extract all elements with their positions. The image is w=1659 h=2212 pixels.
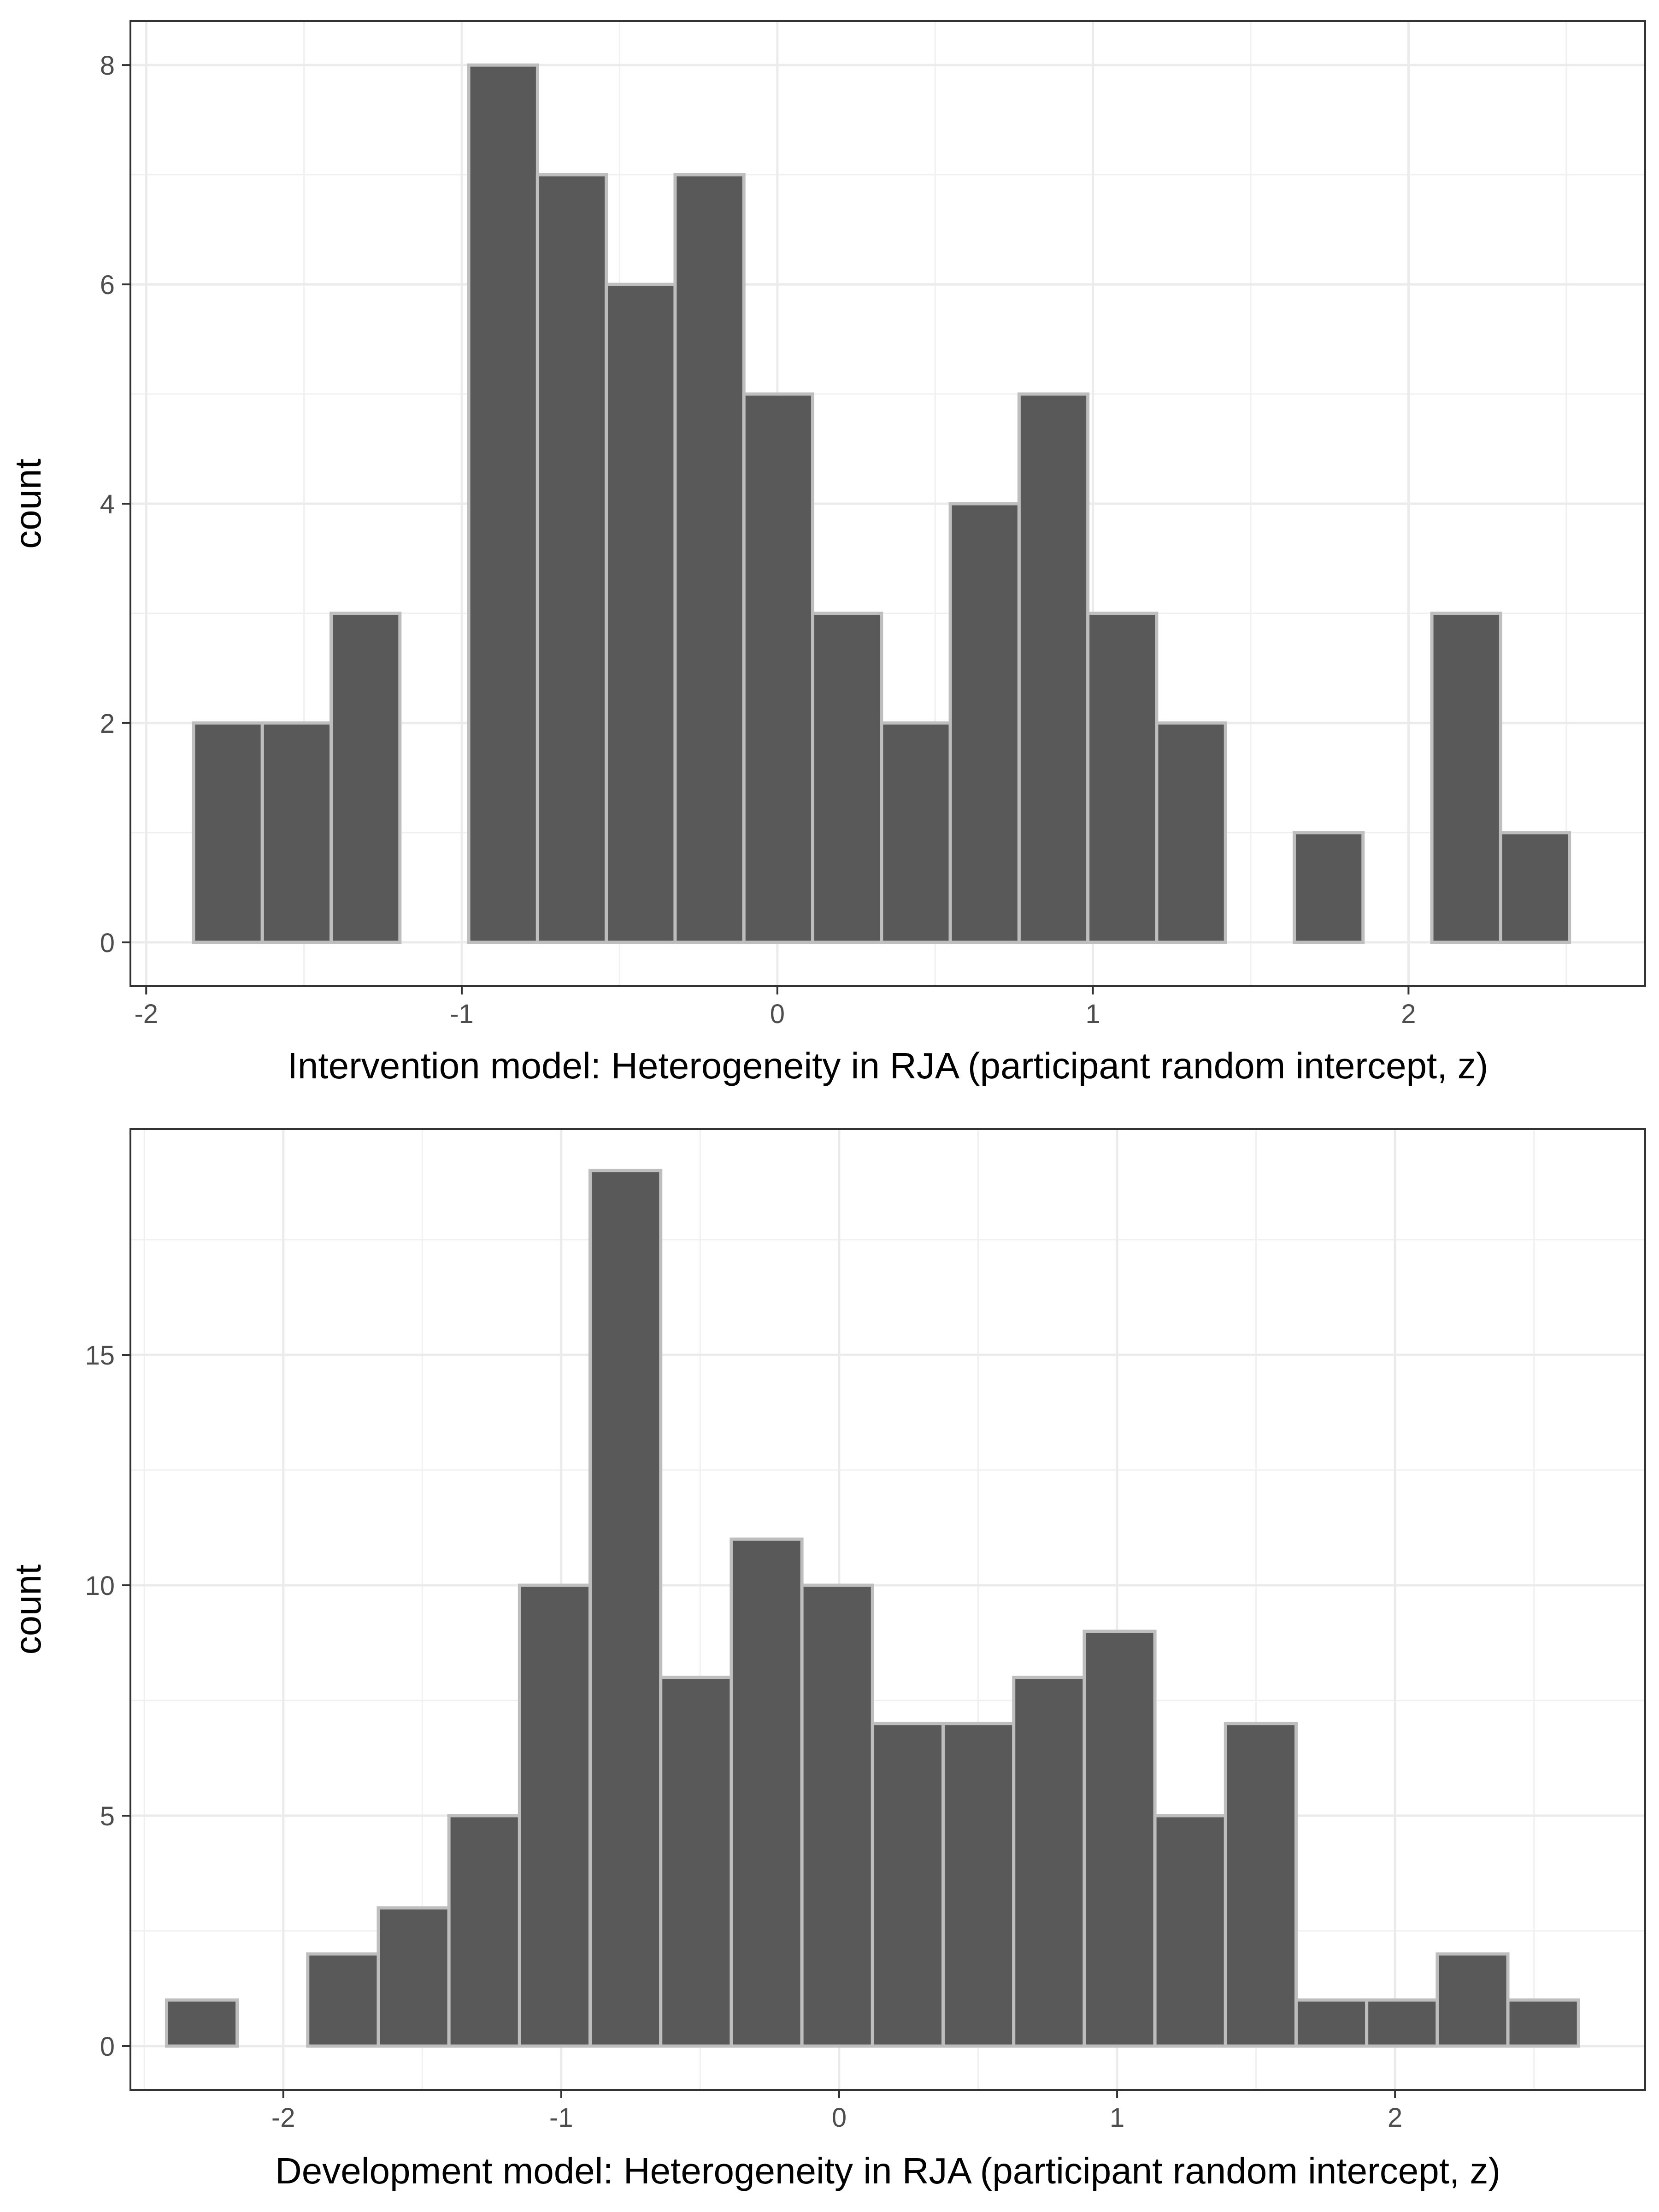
- development-x-tick-label: 1: [1110, 2103, 1124, 2133]
- development-histogram-bar: [306, 1952, 380, 2048]
- intervention-histogram-bar: [535, 173, 608, 944]
- development-histogram-bar: [447, 1814, 521, 2048]
- development-histogram-bar: [1153, 1814, 1227, 2048]
- intervention-histogram-bar: [1017, 392, 1090, 944]
- intervention-histogram-bar: [329, 612, 402, 944]
- development-histogram-bar: [1224, 1722, 1298, 2048]
- intervention-histogram-bar: [1430, 612, 1502, 944]
- intervention-y-axis-title: count: [7, 459, 48, 549]
- intervention-histogram-bar: [260, 721, 333, 944]
- intervention-x-tick-label: 2: [1401, 999, 1416, 1029]
- development-y-tick-label: 10: [85, 1571, 115, 1601]
- development-histogram-bar: [1435, 1952, 1510, 2048]
- intervention-x-tick-label: 1: [1085, 999, 1100, 1029]
- development-histogram-bar: [941, 1722, 1016, 2048]
- intervention-histogram-bar: [673, 173, 746, 944]
- intervention-x-tick-label: 0: [770, 999, 785, 1029]
- intervention-histogram-bar: [948, 502, 1021, 944]
- intervention-y-tick-label: 2: [100, 709, 115, 739]
- intervention-histogram-bar: [467, 63, 539, 944]
- development-histogram-bar: [588, 1169, 663, 2048]
- development-y-tick-label: 5: [100, 1801, 115, 1831]
- development-y-tick-label: 0: [100, 2032, 115, 2062]
- intervention-histogram-bar: [1086, 612, 1159, 944]
- intervention-histogram-bar: [192, 721, 264, 944]
- intervention-y-tick-label: 4: [100, 489, 115, 519]
- development-histogram-bar: [729, 1537, 804, 2048]
- intervention-x-axis-title: Intervention model: Heterogeneity in RJA…: [288, 1045, 1488, 1086]
- intervention-histogram-bar: [1155, 721, 1227, 944]
- intervention-histogram-bar: [1499, 831, 1571, 944]
- development-histogram-bar: [1506, 1998, 1580, 2048]
- development-histogram-bar: [1365, 1998, 1439, 2048]
- development-panel-border: [129, 1128, 1646, 2091]
- development-x-axis-title: Development model: Heterogeneity in RJA …: [275, 2150, 1500, 2191]
- intervention-y-tick-label: 0: [100, 928, 115, 958]
- development-histogram-bar: [800, 1583, 874, 2048]
- development-histogram-bar: [165, 1998, 239, 2048]
- development-histogram-bar: [377, 1906, 451, 2048]
- intervention-histogram-bar: [742, 392, 815, 944]
- development-histogram-bar: [1012, 1676, 1086, 2048]
- development-histogram-bar: [1082, 1630, 1157, 2048]
- development-histogram-panel: -2 -1 0 1 2 0 5 10 15 Development model: Heteroge…: [7, 1128, 1646, 2191]
- intervention-histogram-bar: [1293, 831, 1365, 944]
- development-x-tick-label: 2: [1388, 2103, 1402, 2133]
- development-x-tick-label: -1: [549, 2103, 573, 2133]
- intervention-x-tick-label: -2: [134, 999, 158, 1029]
- development-histogram-bar: [871, 1722, 945, 2048]
- intervention-y-tick-label: 8: [100, 51, 115, 81]
- intervention-histogram-bar: [605, 282, 677, 944]
- intervention-histogram-bar: [880, 721, 952, 944]
- intervention-histogram-bar: [811, 612, 883, 944]
- development-x-tick-label: 0: [832, 2103, 847, 2133]
- development-y-tick-label: 15: [85, 1341, 115, 1371]
- development-histogram-bar: [518, 1583, 592, 2048]
- development-histogram-bar: [1294, 1998, 1369, 2048]
- intervention-y-tick-label: 6: [100, 270, 115, 300]
- intervention-x-tick-label: -1: [450, 999, 474, 1029]
- development-x-tick-label: -2: [271, 2103, 295, 2133]
- development-histogram-bar: [659, 1676, 733, 2048]
- intervention-histogram-panel: -2 -1 0 1 2 0 2 4 6 8 Intervention model: Heteroge…: [7, 20, 1646, 1086]
- development-y-axis-title: count: [7, 1565, 48, 1655]
